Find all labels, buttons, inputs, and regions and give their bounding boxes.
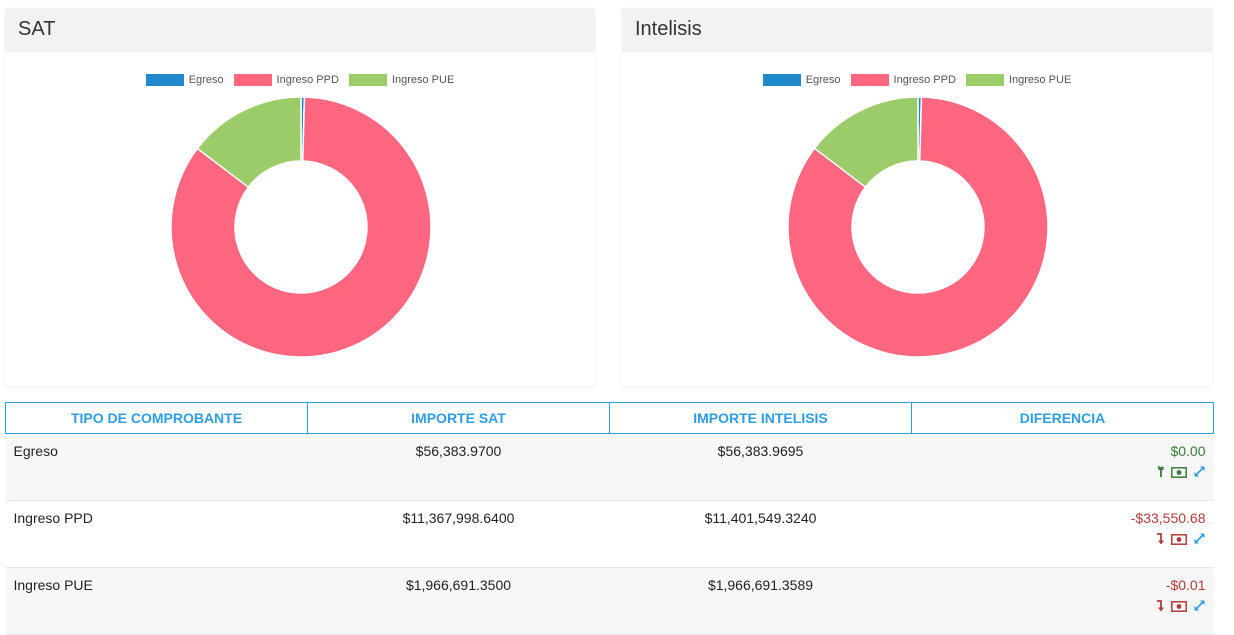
- legend-label: Ingreso PUE: [1008, 74, 1072, 86]
- cell-diferencia: $0.00: [911, 433, 1214, 501]
- legend-swatch: [233, 74, 272, 86]
- cell-importe-sat: $1,966,691.3500: [307, 567, 610, 635]
- arrow-up-icon[interactable]: [1155, 465, 1165, 481]
- legend-label: Ingreso PPD: [276, 74, 339, 86]
- table-header-row: TIPO DE COMPROBANTE IMPORTE SAT IMPORTE …: [5, 402, 1214, 434]
- legend-item-ingreso-ppd[interactable]: Ingreso PPD: [233, 74, 339, 86]
- legend-swatch: [348, 74, 387, 86]
- intelisis-panel: Intelisis Egreso Ingreso PPD Ingreso PUE: [622, 8, 1212, 386]
- expand-icon[interactable]: [1193, 532, 1206, 548]
- cell-importe-intelisis: $11,401,549.3240: [609, 500, 912, 568]
- table-row: Ingreso PPD $11,367,998.6400 $11,401,549…: [5, 500, 1214, 568]
- sat-panel: SAT Egreso Ingreso PPD Ingreso PUE: [5, 8, 595, 386]
- cell-importe-sat: $56,383.9700: [307, 433, 610, 501]
- legend-swatch: [762, 74, 801, 86]
- table-row: Egreso $56,383.9700 $56,383.9695 $0.00: [5, 433, 1214, 501]
- sat-donut-chart: [170, 96, 432, 358]
- legend-item-egreso[interactable]: Egreso: [145, 74, 224, 86]
- cell-diferencia: -$0.01: [911, 567, 1214, 635]
- donut-slice-ingreso-ppd[interactable]: [787, 96, 1049, 358]
- intelisis-legend: Egreso Ingreso PPD Ingreso PUE: [622, 73, 1212, 87]
- legend-item-ingreso-pue[interactable]: Ingreso PUE: [965, 74, 1072, 86]
- expand-icon[interactable]: [1193, 465, 1206, 481]
- legend-item-ingreso-pue[interactable]: Ingreso PUE: [348, 74, 455, 86]
- legend-swatch: [145, 74, 184, 86]
- legend-item-ingreso-ppd[interactable]: Ingreso PPD: [850, 74, 956, 86]
- legend-label: Egreso: [805, 74, 841, 86]
- legend-item-egreso[interactable]: Egreso: [762, 74, 841, 86]
- money-icon[interactable]: [1170, 532, 1187, 548]
- row-actions: [920, 465, 1206, 481]
- header-importe-sat[interactable]: IMPORTE SAT: [307, 402, 610, 434]
- arrow-down-icon[interactable]: [1155, 599, 1165, 615]
- money-icon[interactable]: [1170, 599, 1187, 615]
- header-importe-intelisis[interactable]: IMPORTE INTELISIS: [609, 402, 912, 434]
- diferencia-value: -$33,550.68: [1130, 510, 1206, 526]
- legend-label: Ingreso PUE: [391, 74, 455, 86]
- comparison-table: TIPO DE COMPROBANTE IMPORTE SAT IMPORTE …: [5, 402, 1214, 635]
- row-actions: [920, 599, 1206, 615]
- diferencia-value: -$0.01: [1165, 577, 1206, 593]
- cell-tipo: Ingreso PPD: [5, 500, 308, 568]
- expand-icon[interactable]: [1193, 599, 1206, 615]
- cell-tipo: Egreso: [5, 433, 308, 501]
- legend-label: Egreso: [188, 74, 224, 86]
- legend-swatch: [850, 74, 889, 86]
- sat-panel-title: SAT: [5, 8, 595, 52]
- table-row: Ingreso PUE $1,966,691.3500 $1,966,691.3…: [5, 567, 1214, 635]
- header-tipo[interactable]: TIPO DE COMPROBANTE: [5, 402, 308, 434]
- cell-diferencia: -$33,550.68: [911, 500, 1214, 568]
- diferencia-value: $0.00: [1170, 443, 1206, 459]
- legend-label: Ingreso PPD: [893, 74, 956, 86]
- money-icon[interactable]: [1170, 465, 1187, 481]
- donut-slice-ingreso-ppd[interactable]: [170, 96, 432, 358]
- cell-importe-intelisis: $1,966,691.3589: [609, 567, 912, 635]
- cell-importe-sat: $11,367,998.6400: [307, 500, 610, 568]
- arrow-down-icon[interactable]: [1155, 532, 1165, 548]
- intelisis-donut-chart: [787, 96, 1049, 358]
- donut-slice-ingreso-pue[interactable]: [813, 96, 919, 189]
- header-diferencia[interactable]: DIFERENCIA: [911, 402, 1214, 434]
- donut-slice-ingreso-pue[interactable]: [196, 96, 302, 189]
- legend-swatch: [965, 74, 1004, 86]
- cell-importe-intelisis: $56,383.9695: [609, 433, 912, 501]
- intelisis-panel-title: Intelisis: [622, 8, 1212, 52]
- sat-legend: Egreso Ingreso PPD Ingreso PUE: [5, 73, 595, 87]
- cell-tipo: Ingreso PUE: [5, 567, 308, 635]
- row-actions: [920, 532, 1206, 548]
